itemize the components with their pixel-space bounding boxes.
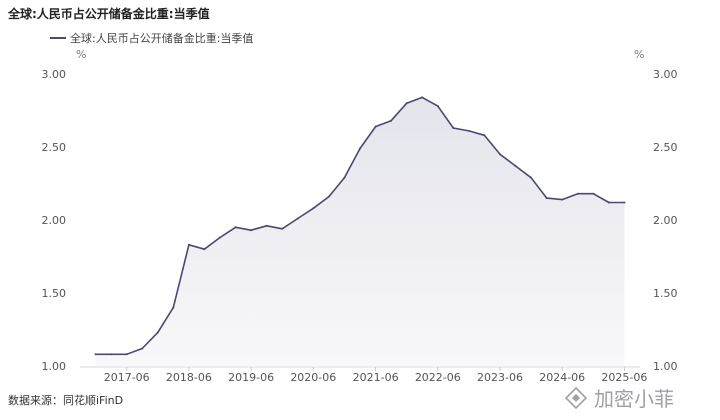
data-point[interactable]	[234, 226, 237, 229]
data-point[interactable]	[607, 201, 610, 204]
data-point[interactable]	[281, 227, 284, 230]
data-point[interactable]	[374, 125, 377, 128]
watermark-logo-icon	[564, 386, 588, 410]
x-tick-label: 2025-06	[601, 371, 647, 384]
data-point[interactable]	[250, 229, 253, 232]
data-point[interactable]	[545, 197, 548, 200]
x-axis: 2017-06 2018-06 2019-06 2020-06 2021-06 2022-…	[80, 366, 647, 384]
right-axis: 1.00 1.50 2.00 2.50 3.00	[653, 68, 678, 373]
left-axis-unit: %	[76, 48, 86, 61]
watermark-text: 加密小菲	[594, 387, 674, 411]
data-point[interactable]	[561, 198, 564, 201]
data-point[interactable]	[421, 96, 424, 99]
x-tick-label: 2018-06	[166, 371, 212, 384]
data-point[interactable]	[296, 217, 299, 220]
data-point[interactable]	[436, 105, 439, 108]
y-tick-label-left: 2.50	[42, 141, 67, 154]
x-tick-label: 2024-06	[539, 371, 585, 384]
data-point[interactable]	[467, 129, 470, 132]
data-point[interactable]	[187, 243, 190, 246]
data-point[interactable]	[141, 347, 144, 350]
x-tick-label: 2023-06	[477, 371, 523, 384]
data-point[interactable]	[312, 207, 315, 210]
x-tick-label: 2020-06	[290, 371, 336, 384]
legend[interactable]: 全球:人民币占公开储备金比重:当季值	[50, 31, 253, 45]
data-point[interactable]	[94, 353, 97, 356]
y-tick-label-right: 1.00	[653, 360, 678, 373]
data-point[interactable]	[203, 248, 206, 251]
data-point[interactable]	[405, 102, 408, 105]
data-point[interactable]	[359, 147, 361, 150]
y-tick-label-left: 1.50	[42, 287, 67, 300]
data-point[interactable]	[265, 224, 268, 227]
data-point[interactable]	[499, 153, 501, 156]
watermark: 加密小菲	[564, 386, 674, 411]
data-point[interactable]	[576, 192, 579, 195]
data-point[interactable]	[390, 119, 393, 122]
data-point[interactable]	[156, 331, 159, 334]
y-tick-label-right: 3.00	[653, 68, 678, 81]
series-area	[95, 97, 625, 367]
data-point[interactable]	[530, 176, 533, 179]
y-tick-label-right: 2.00	[653, 214, 678, 227]
left-axis: 1.00 1.50 2.00 2.50 3.00	[42, 68, 67, 373]
x-tick-label: 2017-06	[104, 371, 150, 384]
data-point[interactable]	[172, 306, 175, 309]
source-note: 数据来源：同花顺iFinD	[8, 393, 123, 407]
data-point[interactable]	[110, 353, 113, 356]
y-tick-label-left: 1.00	[42, 360, 67, 373]
y-tick-label-left: 2.00	[42, 214, 67, 227]
data-point[interactable]	[343, 176, 346, 179]
data-point[interactable]	[125, 353, 128, 356]
y-tick-label-left: 3.00	[42, 68, 67, 81]
data-point[interactable]	[514, 165, 517, 167]
plot-area	[94, 96, 626, 367]
data-point[interactable]	[592, 192, 595, 195]
y-tick-label-right: 1.50	[653, 287, 678, 300]
legend-entry: 全球:人民币占公开储备金比重:当季值	[70, 31, 253, 45]
chart-title: 全球:人民币占公开储备金比重:当季值	[7, 6, 210, 21]
y-tick-label-right: 2.50	[653, 141, 678, 154]
data-point[interactable]	[219, 236, 221, 239]
x-tick-label: 2022-06	[415, 371, 461, 384]
data-point[interactable]	[327, 195, 330, 198]
data-point[interactable]	[623, 201, 626, 204]
data-point[interactable]	[483, 134, 486, 137]
right-axis-unit: %	[634, 48, 644, 61]
x-tick-label: 2021-06	[353, 371, 399, 384]
data-point[interactable]	[452, 127, 455, 129]
x-tick-label: 2019-06	[228, 371, 274, 384]
